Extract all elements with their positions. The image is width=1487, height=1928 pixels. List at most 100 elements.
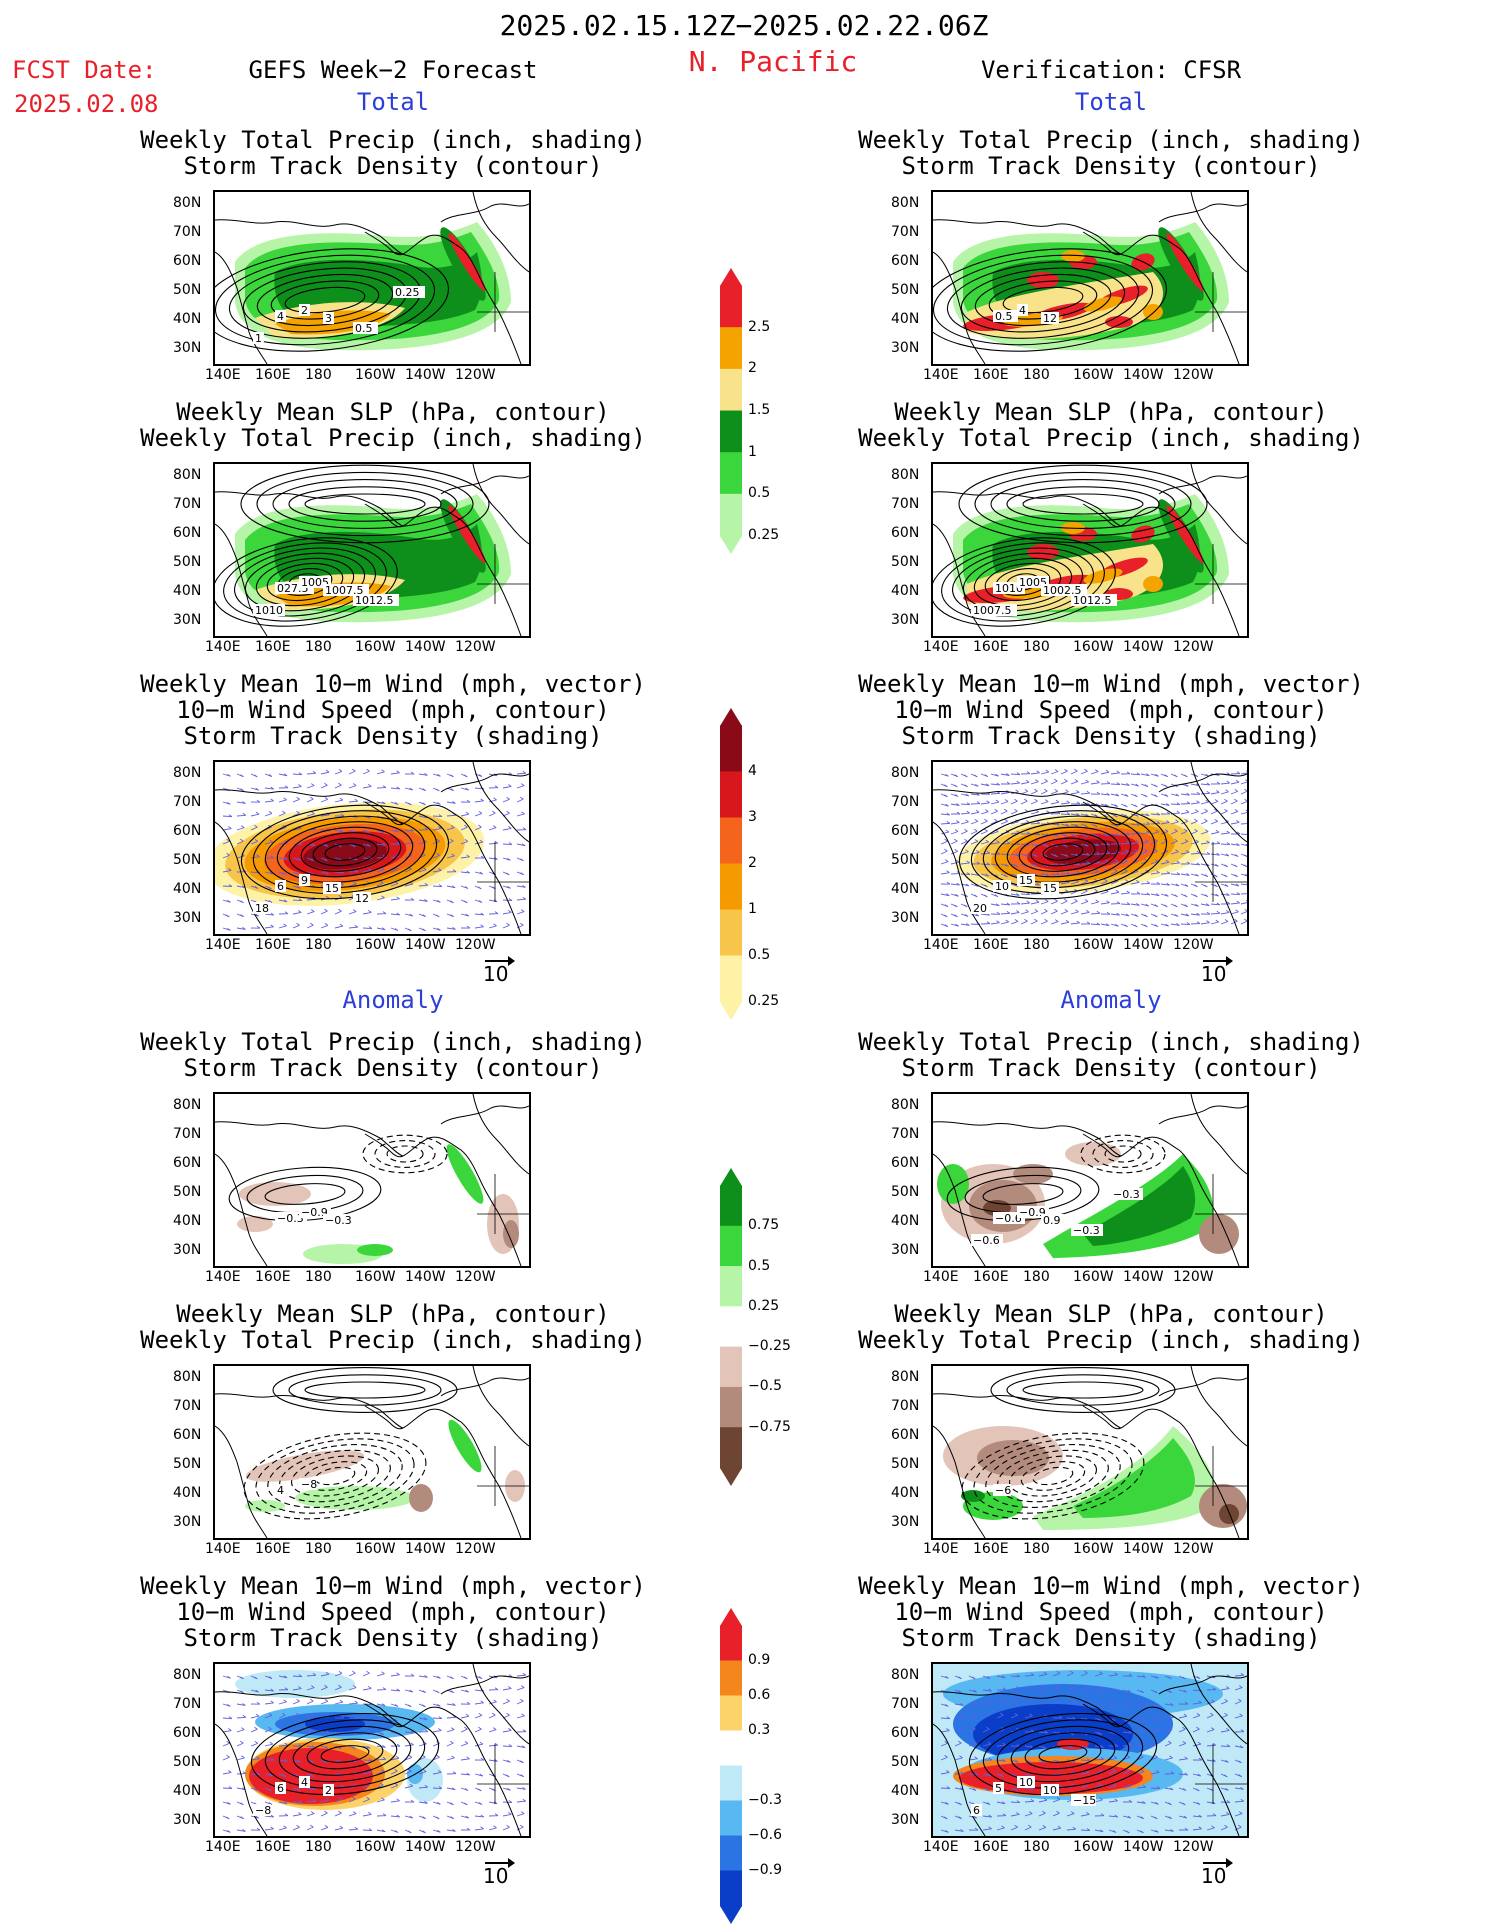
lon-tick-label: 160W [355,1840,396,1854]
lon-tick-label: 160E [973,368,1009,382]
colorbar-tick-label: −0.75 [748,1420,791,1434]
panel-title-line: Weekly Total Precip (inch, shading) [140,128,646,152]
lon-tick-label: 180 [1023,1270,1050,1284]
lat-tick-label: 50N [173,555,201,569]
contour-label: 6 [277,880,284,893]
vector-arrow-icon [485,960,513,962]
colorbar-tick-label: 2 [748,361,757,375]
lon-tick-label: 120W [455,1840,496,1854]
lon-tick-label: 180 [305,368,332,382]
lon-tick-label: 160W [1073,938,1114,952]
lat-tick-label: 70N [891,1697,919,1711]
panel-title-line: 10−m Wind Speed (mph, contour) [176,1600,609,1624]
colorbar-tick-label: 0.25 [748,528,779,542]
contour-label: 12 [355,892,369,905]
lon-tick-label: 160E [255,1542,291,1556]
date-range-title: 2025.02.15.12Z−2025.02.22.06Z [500,12,989,40]
lat-tick-label: 30N [891,1515,919,1529]
lat-tick-label: 70N [173,497,201,511]
lat-tick-label: 70N [891,1399,919,1413]
lon-tick-label: 140E [205,368,241,382]
panel-title-line: Weekly Total Precip (inch, shading) [140,426,646,450]
lat-tick-label: 40N [173,882,201,896]
panel-title-line: Storm Track Density (shading) [183,724,602,748]
lon-tick-label: 120W [1173,1542,1214,1556]
lon-tick-label: 160W [355,368,396,382]
right-section-total: Total [1075,90,1147,114]
colorbar-tick-label: 3 [748,810,757,824]
lat-tick-label: 60N [173,1156,201,1170]
lon-tick-label: 180 [1023,640,1050,654]
lon-tick-label: 140E [923,1270,959,1284]
contour-label: 15 [1019,874,1033,887]
lon-tick-label: 120W [1173,368,1214,382]
region-title: N. Pacific [689,48,858,76]
lat-tick-label: 30N [173,1243,201,1257]
lat-tick-label: 30N [891,341,919,355]
contour-label: 3 [325,312,332,325]
contour-label: −8 [255,1804,271,1817]
lon-tick-label: 180 [305,640,332,654]
colorbar-storm-anom [720,1608,742,1924]
contour-label: 4 [277,1484,284,1497]
lon-tick-label: 140W [1123,1542,1164,1556]
panel-title-line: Storm Track Density (contour) [183,1056,602,1080]
lat-tick-label: 50N [891,853,919,867]
lon-tick-label: 140W [405,938,446,952]
colorbar-precip-total [720,268,742,554]
lat-tick-label: 70N [891,795,919,809]
lon-tick-label: 140W [405,1542,446,1556]
lon-tick-label: 140W [1123,368,1164,382]
left-section-anomaly: Anomaly [342,988,443,1012]
fcst-date-value: 2025.02.08 [14,92,159,116]
lon-tick-label: 180 [305,938,332,952]
lon-tick-label: 140W [1123,938,1164,952]
contour-label: 20 [973,902,987,915]
lon-tick-label: 160E [973,640,1009,654]
lat-tick-label: 30N [173,613,201,627]
colorbar-tick-label: 0.5 [748,486,770,500]
lon-tick-label: 180 [1023,368,1050,382]
lon-tick-label: 160E [973,1840,1009,1854]
lat-tick-label: 50N [891,1185,919,1199]
contour-label: 12 [1043,312,1057,325]
colorbar-tick-label: 0.75 [748,1218,779,1232]
lon-tick-label: 160E [255,1840,291,1854]
right-column-title: Verification: CFSR [981,58,1241,82]
lat-tick-label: 60N [891,1428,919,1442]
left-section-total: Total [357,90,429,114]
contour-label: 9 [301,874,308,887]
lat-tick-label: 30N [173,341,201,355]
lon-tick-label: 120W [1173,1840,1214,1854]
panel-title-line: Weekly Total Precip (inch, shading) [858,128,1364,152]
lat-tick-label: 50N [173,283,201,297]
colorbar-tick-label: 0.5 [748,948,770,962]
lon-tick-label: 140E [205,640,241,654]
panel-title-line: Storm Track Density (shading) [183,1626,602,1650]
cfsr-slp-precip-anom: −6 [931,1364,1249,1540]
lon-tick-label: 140E [205,1542,241,1556]
contour-label: −0.3 [1113,1188,1140,1201]
lon-tick-label: 140E [923,640,959,654]
gefs-slp-precip-anom: 4−8 [213,1364,531,1540]
lat-tick-label: 30N [891,911,919,925]
lon-tick-label: 140W [405,640,446,654]
lon-tick-label: 180 [305,1542,332,1556]
lat-tick-label: 60N [891,1156,919,1170]
lon-tick-label: 120W [1173,938,1214,952]
lon-tick-label: 160W [1073,1270,1114,1284]
colorbar-tick-label: −0.25 [748,1339,791,1353]
lon-tick-label: 160W [1073,1840,1114,1854]
colorbar-swatches [720,268,742,554]
lat-tick-label: 30N [173,1813,201,1827]
colorbar-tick-label: 1 [748,445,757,459]
panel-title-line: Weekly Mean SLP (hPa, contour) [176,400,609,424]
lon-tick-label: 160E [973,938,1009,952]
vector-arrow-icon [485,1862,513,1864]
lat-tick-label: 80N [891,1370,919,1384]
lon-tick-label: 140E [923,1542,959,1556]
colorbar-tick-label: 2.5 [748,320,770,334]
